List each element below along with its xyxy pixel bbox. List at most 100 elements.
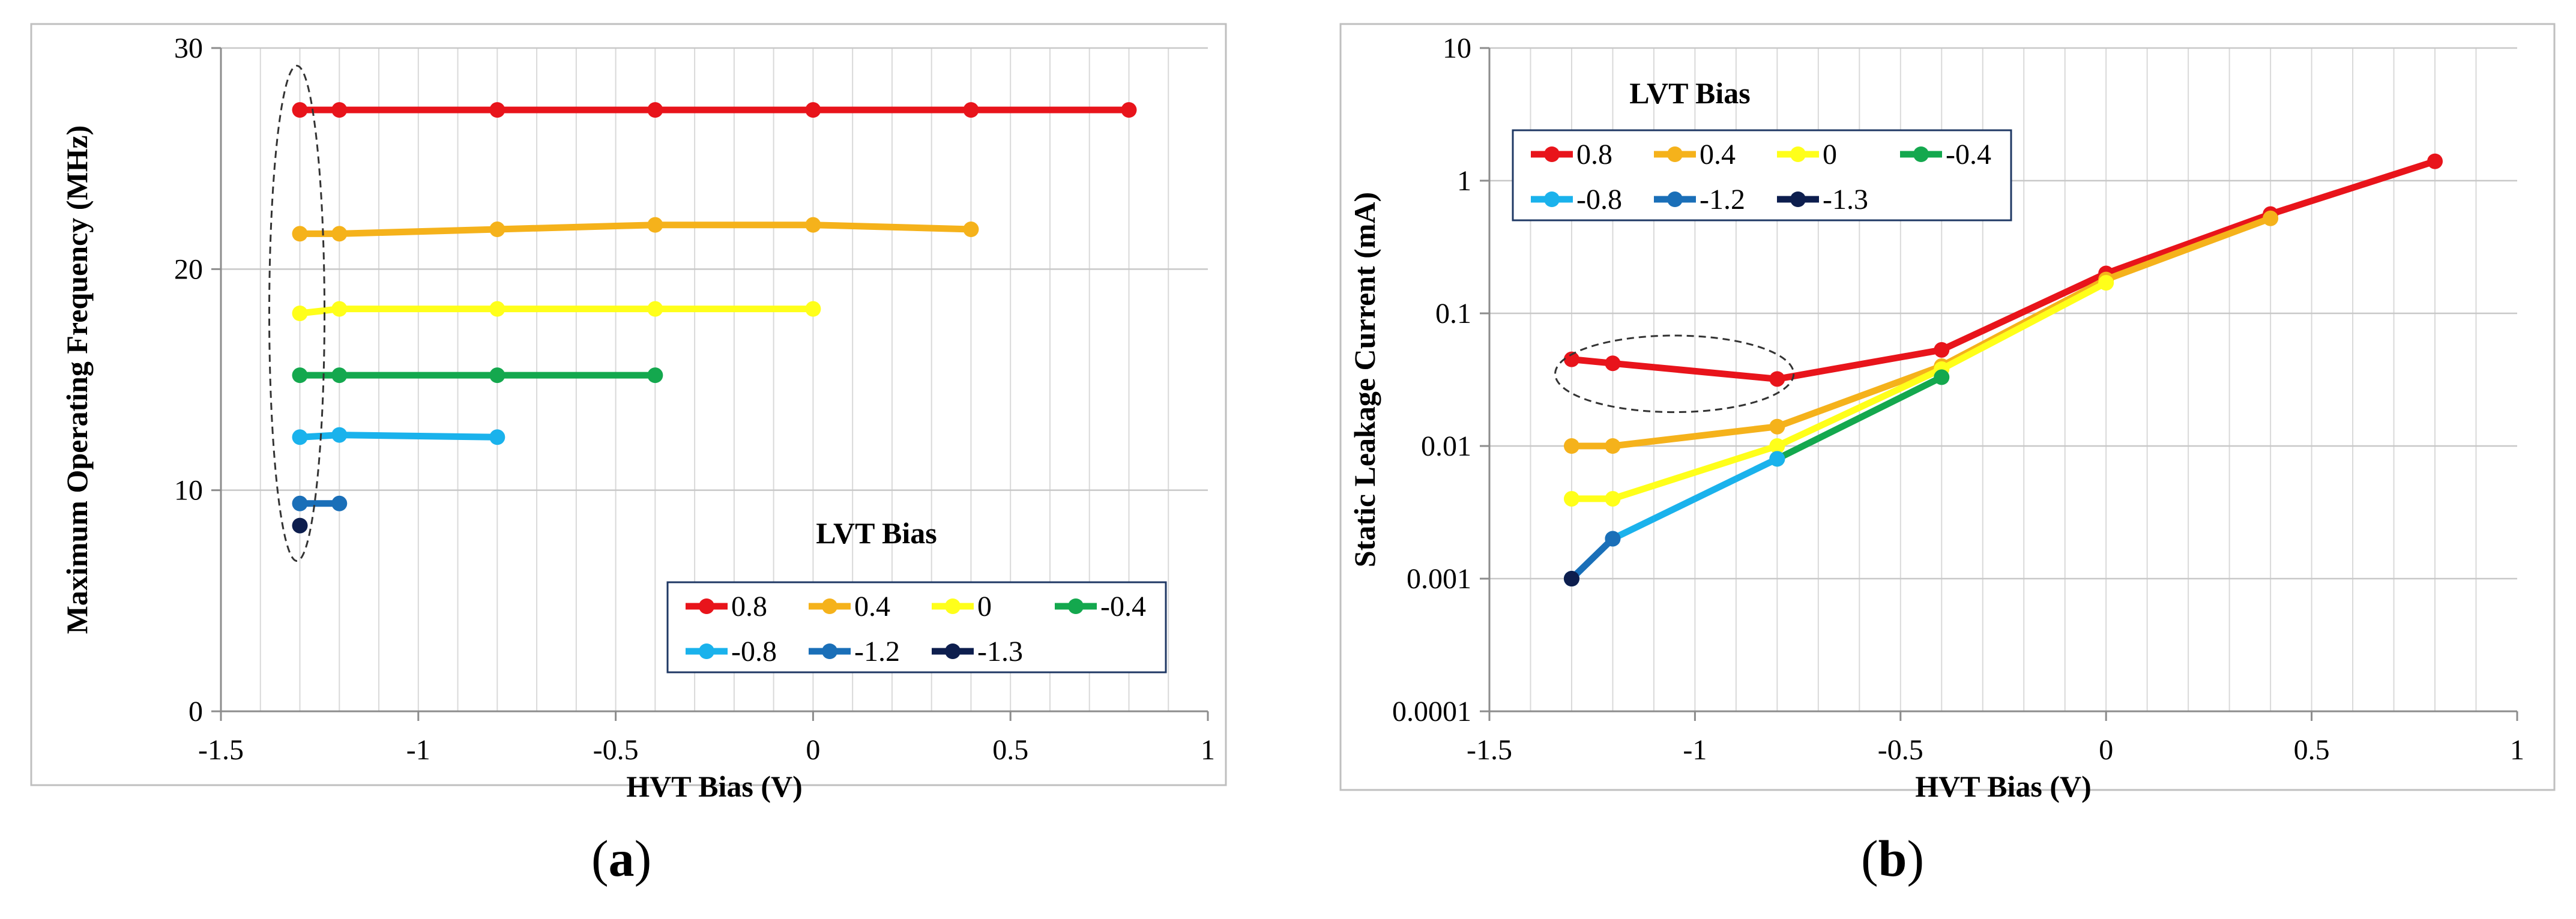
- legend-label: 0.8: [731, 591, 767, 622]
- series-neg0p8-point: [331, 427, 348, 443]
- legend-swatch-marker: [1068, 598, 1084, 614]
- highlight-ellipse: [268, 64, 326, 562]
- series-0p8-point: [292, 102, 308, 118]
- series-0p4-point: [489, 221, 505, 238]
- chart-panel-a: -1.5 -1 -0.5 0 0.5 1 0 10 20 30 HVT Bias (V) Maximu…: [0, 0, 1261, 919]
- series-neg0p8-point: [292, 429, 308, 445]
- x-tick-label: 0: [2099, 734, 2113, 766]
- legend-label: -1.2: [854, 636, 900, 667]
- x-tick-label: -0.5: [593, 734, 639, 766]
- legend-label: -1.2: [1700, 184, 1745, 215]
- legend-swatch-marker: [945, 643, 961, 659]
- series-neg0p8-line: [297, 432, 501, 441]
- legend-swatch-marker: [699, 598, 714, 614]
- series-neg0p4-line: [1773, 373, 1945, 462]
- series-0p8-point: [1934, 342, 1950, 358]
- series-0p4-point: [1769, 418, 1785, 435]
- legend-swatch-marker: [1544, 146, 1560, 162]
- x-tick-label: -1: [1683, 734, 1707, 766]
- legend-swatch-marker: [1790, 146, 1806, 162]
- legend-swatch-marker: [1544, 191, 1560, 207]
- legend-label: -0.4: [1100, 591, 1146, 622]
- series-neg1p3-point: [1563, 571, 1579, 586]
- series-neg0p4-point: [647, 367, 663, 384]
- series-0p4-point: [1563, 438, 1579, 454]
- series-0-point: [1605, 490, 1621, 507]
- series-neg0p8-point: [489, 429, 505, 445]
- legend-label: 0: [977, 591, 992, 622]
- legend-swatch-marker: [699, 643, 714, 659]
- highlight-ellipse: [1554, 334, 1795, 414]
- chart-b: -1.5 -1 -0.5 0 0.5 1 0.0001 0.001 0.01 0.1 1 10 HVT …: [1339, 23, 2556, 803]
- legend-swatch-marker: [822, 598, 837, 614]
- x-tick-label: 0.5: [2294, 734, 2330, 766]
- series-0-point: [331, 301, 348, 317]
- series-0p4-point: [1605, 438, 1621, 454]
- series-0-point: [1563, 490, 1579, 507]
- y-tick-label: 0.01: [1421, 430, 1471, 462]
- y-tick-label: 0.1: [1435, 298, 1471, 330]
- legend-label: 0: [1823, 139, 1837, 170]
- y-tick-label: 20: [174, 253, 203, 285]
- legend-label: -0.4: [1946, 139, 1991, 170]
- legend-label: 0.8: [1576, 139, 1612, 170]
- x-tick-label: -0.5: [1878, 734, 1923, 766]
- series-neg1p2-point: [331, 495, 348, 511]
- series-neg1p2-point: [292, 495, 308, 511]
- series-0p8-point: [647, 102, 663, 118]
- x-tick-label: 1: [1201, 734, 1215, 766]
- series-0p4-point: [647, 217, 663, 233]
- series-0p4-point: [963, 221, 979, 238]
- x-tick-label: -1: [406, 734, 430, 766]
- series-0p8-point: [963, 102, 979, 118]
- legend-label: 0.4: [1700, 139, 1736, 170]
- series-0p4-point: [292, 226, 308, 242]
- legend-label: -0.8: [1576, 184, 1622, 215]
- series-0-point: [647, 301, 663, 317]
- legend-swatch-marker: [822, 643, 837, 659]
- x-tick-label: 1: [2510, 734, 2524, 766]
- legend-swatch-marker: [1913, 146, 1929, 162]
- y-tick-label: 30: [174, 32, 203, 64]
- series-0p4-point: [805, 217, 821, 233]
- series-0-point: [2098, 275, 2114, 291]
- legend-swatch-marker: [1790, 191, 1806, 207]
- series-0p8-point: [2427, 153, 2443, 169]
- series-neg1p2-point: [1605, 531, 1621, 547]
- series-0p8-point: [489, 102, 505, 118]
- legend-label: -1.3: [977, 636, 1023, 667]
- legend-swatch-marker: [945, 598, 961, 614]
- y-tick-label: 0.0001: [1392, 696, 1471, 728]
- y-tick-label: 0: [189, 696, 203, 728]
- legend-swatch-marker: [1667, 191, 1683, 207]
- series-neg0p4-point: [1934, 369, 1950, 385]
- y-tick-label: 0.001: [1407, 563, 1471, 595]
- series-0p8-point: [1605, 355, 1621, 372]
- y-tick-label: 1: [1457, 165, 1471, 197]
- panel-caption-a: (a): [591, 830, 652, 887]
- series-neg0p4-point: [292, 367, 308, 384]
- series-neg0p4-point: [489, 367, 505, 384]
- y-axis-title: Maximum Operating Frequency (MHz): [60, 125, 94, 634]
- legend-label: 0.4: [854, 591, 890, 622]
- y-tick-label: 10: [1443, 32, 1471, 64]
- series-0p8-point: [1769, 371, 1785, 387]
- legend-box: [666, 581, 1167, 673]
- series-neg0p8-point: [1769, 451, 1785, 467]
- x-tick-label: -1.5: [198, 734, 244, 766]
- legend-label: -1.3: [1823, 184, 1868, 215]
- series-0p8-point: [805, 102, 821, 118]
- legend-title: LVT Bias: [1629, 76, 1751, 110]
- series-0p4-point: [2263, 210, 2279, 226]
- series-0-point: [805, 301, 821, 317]
- chart-panel-b: -1.5 -1 -0.5 0 0.5 1 0.0001 0.001 0.01 0.1 1 10 HVT …: [1321, 0, 2576, 919]
- series-neg0p4-point: [331, 367, 348, 384]
- series-0p8-point: [1121, 102, 1137, 118]
- legend-box: [1512, 129, 2012, 221]
- series-0p8-point: [1563, 351, 1579, 367]
- series-0-point: [1769, 438, 1785, 454]
- x-axis-title: HVT Bias (V): [1915, 770, 2092, 803]
- legend-title: LVT Bias: [816, 516, 937, 550]
- y-tick-label: 10: [174, 475, 203, 507]
- y-axis-title: Static Leakage Current (mA): [1348, 192, 1381, 567]
